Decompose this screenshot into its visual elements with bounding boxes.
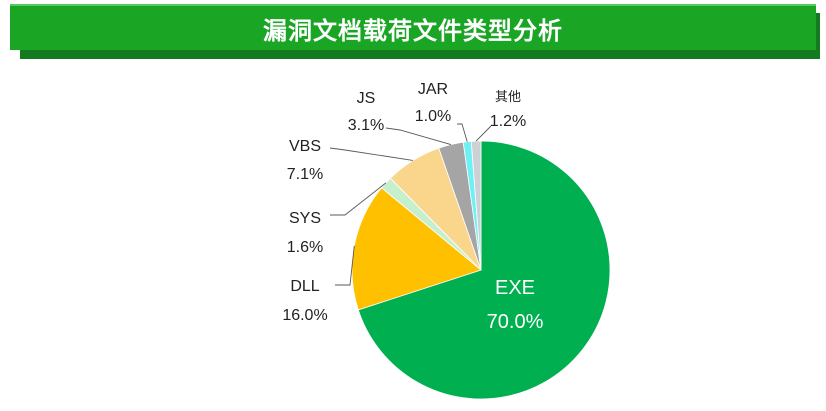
slice-label-exe: EXE	[495, 277, 535, 299]
leader-line-js	[385, 127, 452, 146]
slice-value-sys: 1.6%	[287, 239, 323, 256]
leader-line-vbs	[329, 147, 413, 161]
slice-label-js: JS	[357, 90, 376, 107]
slice-label-sys: SYS	[289, 210, 321, 227]
slice-value-exe: 70.0%	[487, 311, 544, 333]
title-banner: 漏洞文档载荷文件类型分析	[10, 4, 816, 50]
slice-label-other: 其他	[495, 90, 521, 105]
leader-line-dll	[335, 245, 355, 286]
slice-value-js: 3.1%	[348, 117, 384, 134]
leader-line-sys	[330, 182, 387, 216]
leader-line-jar	[457, 123, 468, 142]
slice-label-jar: JAR	[418, 81, 448, 98]
pie-slices	[351, 140, 611, 400]
leader-lines	[329, 123, 492, 286]
pie-slice-exe	[357, 140, 611, 400]
slice-value-dll: 16.0%	[282, 307, 327, 324]
slice-value-jar: 1.0%	[415, 108, 451, 125]
slice-value-other: 1.2%	[490, 113, 526, 130]
slice-value-vbs: 7.1%	[287, 166, 323, 183]
slice-label-dll: DLL	[290, 278, 319, 295]
page-title: 漏洞文档载荷文件类型分析	[263, 16, 563, 45]
slice-label-vbs: VBS	[289, 138, 321, 155]
leader-line-other	[475, 125, 492, 142]
